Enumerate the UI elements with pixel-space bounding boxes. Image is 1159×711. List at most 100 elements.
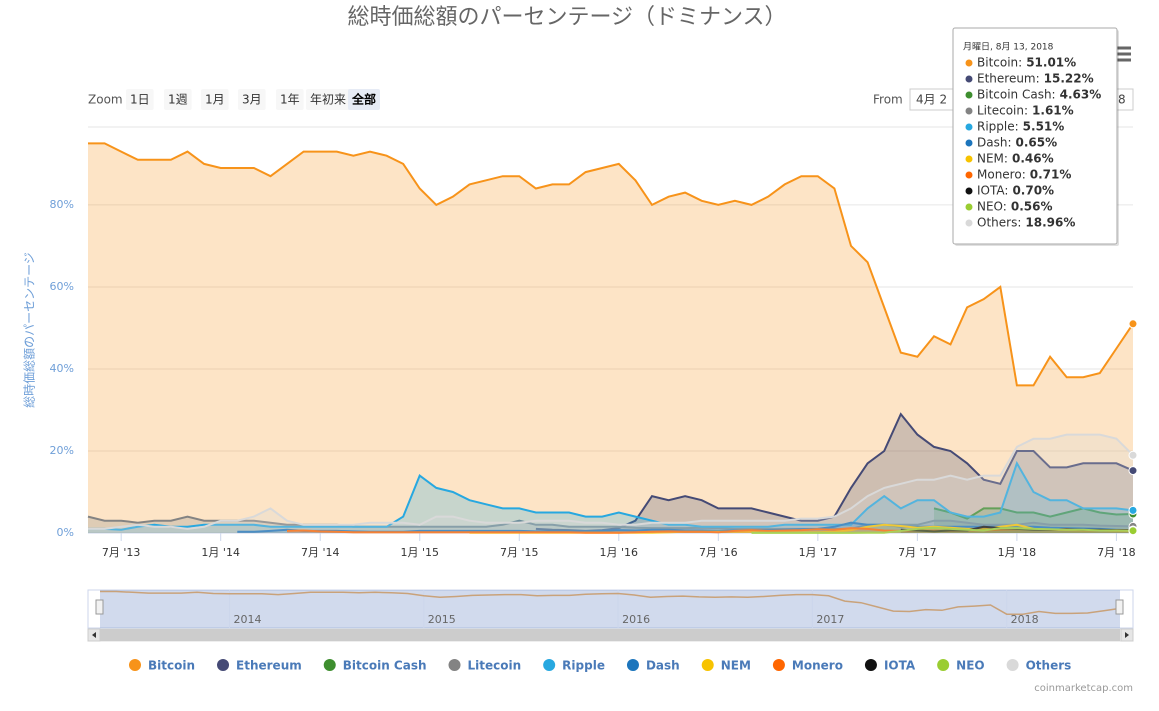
zoom-button-label[interactable]: 全部 bbox=[351, 92, 376, 107]
tooltip-label: Litecoin: bbox=[977, 104, 1028, 118]
zoom-button-bg[interactable] bbox=[238, 89, 266, 110]
legend-symbol[interactable] bbox=[1006, 659, 1019, 671]
end-marker bbox=[1128, 466, 1138, 476]
zoom-button-label[interactable]: 1月 bbox=[205, 93, 225, 107]
y-tick-label: 0% bbox=[57, 526, 74, 539]
legend-symbol[interactable] bbox=[937, 659, 950, 671]
tooltip-symbol bbox=[965, 59, 973, 67]
legend-item[interactable]: Others bbox=[1006, 659, 1072, 673]
from-input-value[interactable]: 4月 2 bbox=[916, 93, 947, 107]
legend-item[interactable]: Ripple bbox=[543, 659, 605, 673]
x-tick-label: 1月 '15 bbox=[400, 546, 439, 559]
menu-icon[interactable] bbox=[1117, 46, 1131, 62]
legend-symbol[interactable] bbox=[543, 659, 556, 671]
tooltip-label: IOTA: bbox=[977, 184, 1008, 198]
tooltip-symbol bbox=[965, 91, 973, 99]
credits[interactable]: coinmarketcap.com bbox=[1034, 683, 1133, 694]
legend-label[interactable]: Litecoin bbox=[468, 659, 522, 673]
tooltip-value: 1.61% bbox=[1032, 104, 1074, 118]
zoom-button-label[interactable]: 3月 bbox=[242, 93, 262, 107]
zoom-button-bg[interactable] bbox=[306, 89, 351, 110]
x-tick-label: 1月 '16 bbox=[600, 546, 639, 559]
zoom-button[interactable]: 1週 bbox=[164, 89, 192, 110]
tooltip-label: Dash: bbox=[977, 136, 1012, 150]
tooltip-symbol bbox=[965, 75, 973, 83]
zoom-button-bg[interactable] bbox=[201, 89, 229, 110]
to-input-value[interactable]: 8 bbox=[1118, 93, 1126, 107]
series-line bbox=[88, 433, 1134, 530]
tooltip-box bbox=[952, 27, 1118, 245]
legend-item[interactable]: NEO bbox=[937, 659, 985, 673]
legend-label[interactable]: Ripple bbox=[562, 659, 605, 673]
zoom-button-label[interactable]: 1年 bbox=[280, 93, 300, 107]
legend-label[interactable]: Bitcoin bbox=[148, 659, 195, 673]
legend-item[interactable]: Bitcoin Cash bbox=[323, 659, 427, 673]
navigator-handle-left[interactable] bbox=[95, 599, 104, 615]
legend-label[interactable]: Bitcoin Cash bbox=[343, 659, 427, 673]
scrollbar-thumb[interactable] bbox=[100, 629, 1120, 641]
tooltip-value: 4.63% bbox=[1060, 88, 1102, 102]
tooltip: 月曜日, 8月 13, 2018 Bitcoin: 51.01% Ethereum: 1… bbox=[952, 27, 1119, 246]
zoom-button[interactable]: 全部 bbox=[348, 89, 381, 110]
series-area bbox=[287, 528, 1133, 533]
legend-symbol[interactable] bbox=[323, 659, 336, 671]
legend-label[interactable]: Others bbox=[1026, 659, 1072, 673]
end-marker bbox=[1128, 450, 1138, 460]
tooltip-label: Others: bbox=[977, 216, 1021, 230]
legend-symbol[interactable] bbox=[701, 659, 714, 671]
tooltip-symbol bbox=[965, 219, 973, 227]
navigator-tick-label: 2018 bbox=[1011, 613, 1039, 626]
legend-item[interactable]: NEM bbox=[701, 659, 751, 673]
x-tick-label: 7月 '18 bbox=[1097, 546, 1136, 559]
navigator-handle-right[interactable] bbox=[1115, 599, 1124, 615]
legend-item[interactable]: Bitcoin bbox=[129, 659, 195, 673]
x-tick-label: 7月 '16 bbox=[699, 546, 738, 559]
zoom-button-label[interactable]: 1日 bbox=[130, 93, 150, 107]
legend-label[interactable]: Ethereum bbox=[236, 659, 302, 673]
legend-label[interactable]: NEO bbox=[956, 659, 984, 673]
y-tick-label: 60% bbox=[50, 280, 74, 293]
legend-symbol[interactable] bbox=[217, 659, 230, 671]
legend-item[interactable]: Dash bbox=[626, 659, 680, 673]
tooltip-value: 0.70% bbox=[1012, 184, 1054, 198]
navigator-bg bbox=[87, 589, 1134, 629]
series-line bbox=[88, 460, 1134, 531]
tooltip-value: 0.65% bbox=[1016, 136, 1058, 150]
legend-symbol[interactable] bbox=[772, 659, 785, 671]
y-tick-label: 80% bbox=[50, 198, 74, 211]
navigator-tick-label: 2015 bbox=[428, 613, 456, 626]
legend-item[interactable]: Monero bbox=[772, 659, 843, 673]
zoom-button-bg[interactable] bbox=[276, 89, 304, 110]
legend-symbol[interactable] bbox=[129, 659, 141, 671]
zoom-label: Zoom bbox=[88, 93, 123, 107]
series-area bbox=[88, 463, 1133, 533]
legend-label[interactable]: IOTA bbox=[884, 659, 916, 673]
legend-label[interactable]: Dash bbox=[646, 659, 680, 673]
zoom-button[interactable]: 3月 bbox=[238, 89, 266, 110]
zoom-button[interactable]: 1日 bbox=[126, 89, 154, 110]
y-tick-label: 40% bbox=[50, 362, 74, 375]
legend-label[interactable]: Monero bbox=[792, 659, 843, 673]
tooltip-title: 月曜日, 8月 13, 2018 bbox=[963, 42, 1054, 53]
legend-item[interactable]: Ethereum bbox=[217, 659, 302, 673]
navigator-line bbox=[100, 590, 1121, 615]
legend-label[interactable]: NEM bbox=[721, 659, 751, 673]
legend-symbol[interactable] bbox=[626, 659, 639, 671]
tooltip-value: 18.96% bbox=[1025, 216, 1075, 230]
tooltip-value: 0.46% bbox=[1012, 152, 1054, 166]
zoom-button[interactable]: 年初来 bbox=[306, 89, 351, 110]
legend-symbol[interactable] bbox=[448, 659, 461, 671]
zoom-button-bg[interactable] bbox=[348, 89, 381, 110]
legend-item[interactable]: Litecoin bbox=[448, 659, 522, 673]
legend-symbol[interactable] bbox=[864, 659, 877, 671]
zoom-button[interactable]: 1年 bbox=[276, 89, 304, 110]
legend-item[interactable]: IOTA bbox=[864, 659, 916, 673]
x-tick-label: 1月 '18 bbox=[998, 546, 1037, 559]
chart-title: 総時価総額のパーセンテージ（ドミナンス） bbox=[347, 5, 786, 30]
zoom-button-bg[interactable] bbox=[126, 89, 154, 110]
zoom-button-label[interactable]: 年初来 bbox=[310, 93, 346, 107]
zoom-button-bg[interactable] bbox=[164, 89, 192, 110]
zoom-button-label[interactable]: 1週 bbox=[168, 93, 188, 107]
zoom-button[interactable]: 1月 bbox=[201, 89, 229, 110]
tooltip-label: Monero: bbox=[977, 168, 1026, 182]
